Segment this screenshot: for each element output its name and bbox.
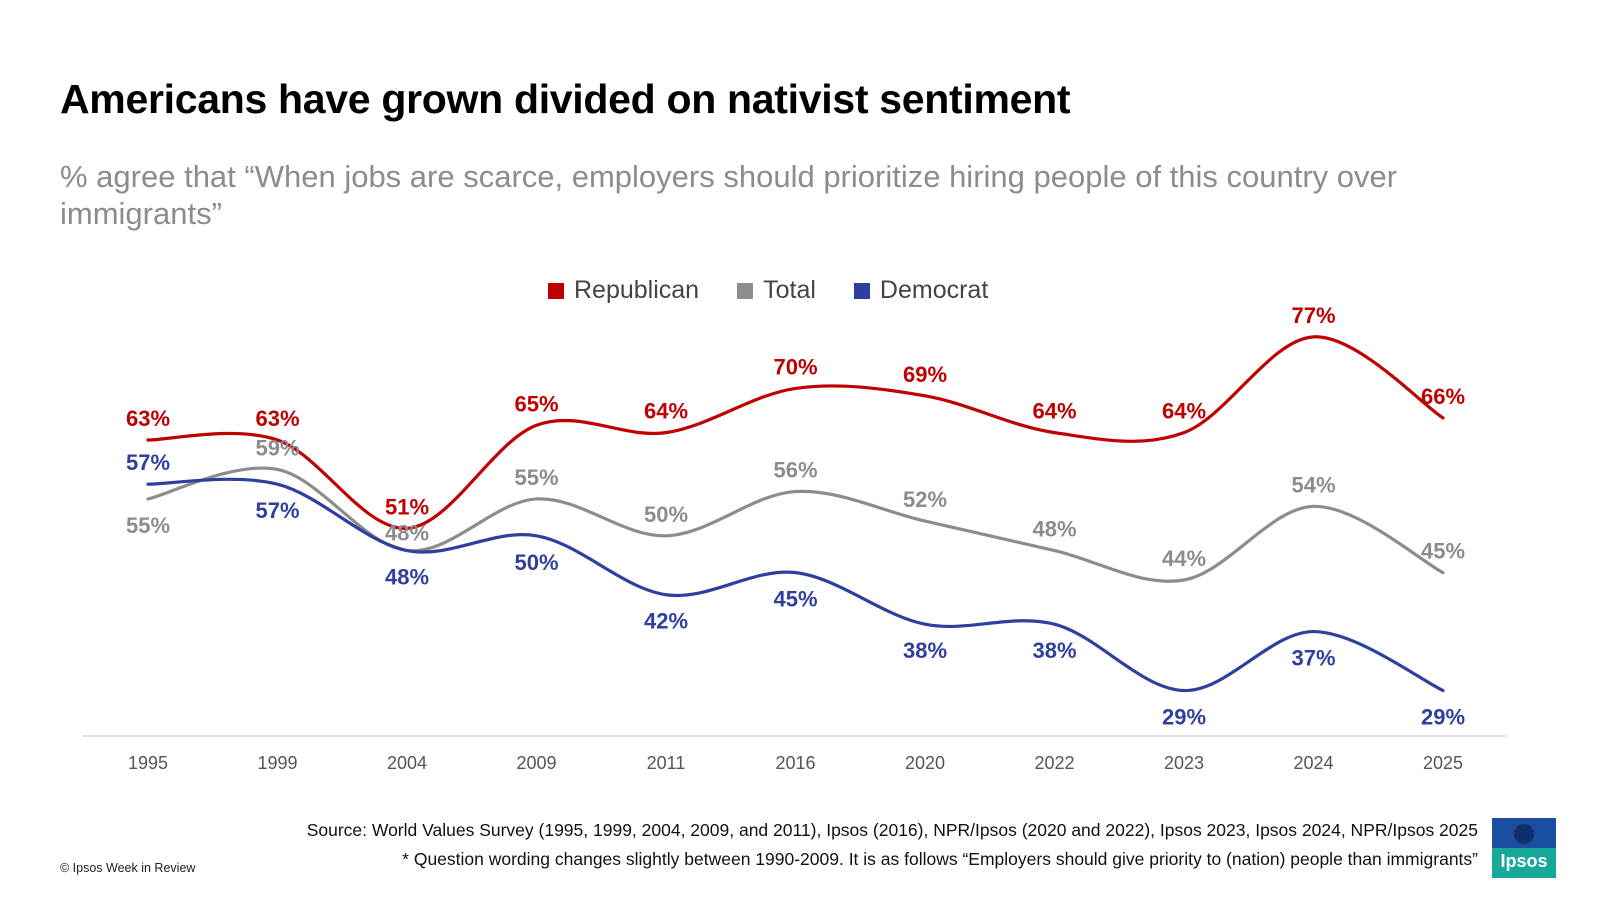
data-label-democrat: 37% xyxy=(1291,646,1335,671)
data-label-republican: 51% xyxy=(385,494,429,519)
x-tick-label: 1999 xyxy=(257,753,297,773)
copyright-text: © Ipsos Week in Review xyxy=(60,861,196,875)
data-label-republican: 63% xyxy=(255,406,299,431)
legend-label-democrat: Democrat xyxy=(879,276,989,304)
data-label-total: 50% xyxy=(644,502,688,527)
legend-item-democrat: Democrat xyxy=(853,276,989,305)
data-label-democrat: 45% xyxy=(773,587,817,612)
x-tick-label: 2022 xyxy=(1034,753,1074,773)
legend-label-republican: Republican xyxy=(574,276,700,304)
data-label-total: 48% xyxy=(1032,517,1076,542)
series-line-republican xyxy=(146,335,1445,531)
x-tick-label: 2009 xyxy=(516,753,556,773)
source-line: Source: World Values Survey (1995, 1999,… xyxy=(306,820,1478,840)
data-label-total: 44% xyxy=(1162,546,1206,571)
data-label-republican: 70% xyxy=(773,354,817,379)
data-label-total: 48% xyxy=(385,520,429,545)
wording-footnote: * Question wording changes slightly betw… xyxy=(402,849,1478,869)
x-tick-label: 2023 xyxy=(1164,753,1204,773)
data-label-democrat: 57% xyxy=(255,498,299,523)
data-label-total: 55% xyxy=(126,513,170,538)
chart-title: Americans have grown divided on nativist… xyxy=(60,76,1071,122)
data-label-republican: 65% xyxy=(514,391,558,416)
series-line-democrat xyxy=(146,477,1445,693)
legend-swatch-total xyxy=(737,282,754,299)
legend-swatch-democrat xyxy=(853,282,870,299)
legend-label-total: Total xyxy=(763,276,816,304)
data-label-democrat: 29% xyxy=(1162,705,1206,730)
ipsos-logo: Ipsos xyxy=(1492,818,1556,878)
data-label-democrat: 57% xyxy=(126,450,170,475)
chart-legend: Republican Total Democrat xyxy=(548,276,1026,305)
logo-text: Ipsos xyxy=(1500,851,1548,871)
legend-item-total: Total xyxy=(737,276,816,305)
data-label-republican: 77% xyxy=(1291,303,1335,328)
data-label-total: 54% xyxy=(1291,472,1335,497)
data-label-republican: 64% xyxy=(644,399,688,424)
chart-subtitle: % agree that “When jobs are scarce, empl… xyxy=(60,159,1398,231)
legend-swatch-republican xyxy=(548,282,564,299)
data-label-democrat: 38% xyxy=(1032,638,1076,663)
data-label-democrat: 29% xyxy=(1421,705,1465,730)
data-label-total: 59% xyxy=(255,435,299,460)
data-label-total: 52% xyxy=(903,487,947,512)
data-label-democrat: 42% xyxy=(644,609,688,634)
data-label-republican: 63% xyxy=(126,406,170,431)
data-label-democrat: 38% xyxy=(903,638,947,663)
data-label-total: 45% xyxy=(1421,539,1465,564)
legend-item-republican: Republican xyxy=(548,276,699,305)
source-note: Source: World Values Survey (1995, 1999,… xyxy=(307,816,1478,874)
series-line-total xyxy=(146,466,1445,583)
data-label-republican: 64% xyxy=(1032,399,1076,424)
x-tick-label: 2011 xyxy=(647,753,686,773)
x-tick-label: 2025 xyxy=(1423,753,1463,773)
data-label-democrat: 50% xyxy=(514,550,558,575)
data-label-total: 56% xyxy=(773,458,817,483)
data-label-republican: 64% xyxy=(1162,399,1206,424)
data-label-democrat: 48% xyxy=(385,565,429,590)
x-tick-label: 2016 xyxy=(775,753,815,773)
x-tick-label: 2004 xyxy=(387,753,427,773)
data-label-republican: 66% xyxy=(1421,384,1465,409)
x-tick-label: 2024 xyxy=(1293,753,1333,773)
x-tick-label: 2020 xyxy=(905,753,945,773)
data-label-total: 55% xyxy=(514,465,558,490)
x-tick-label: 1995 xyxy=(128,753,168,773)
data-label-republican: 69% xyxy=(903,362,947,387)
